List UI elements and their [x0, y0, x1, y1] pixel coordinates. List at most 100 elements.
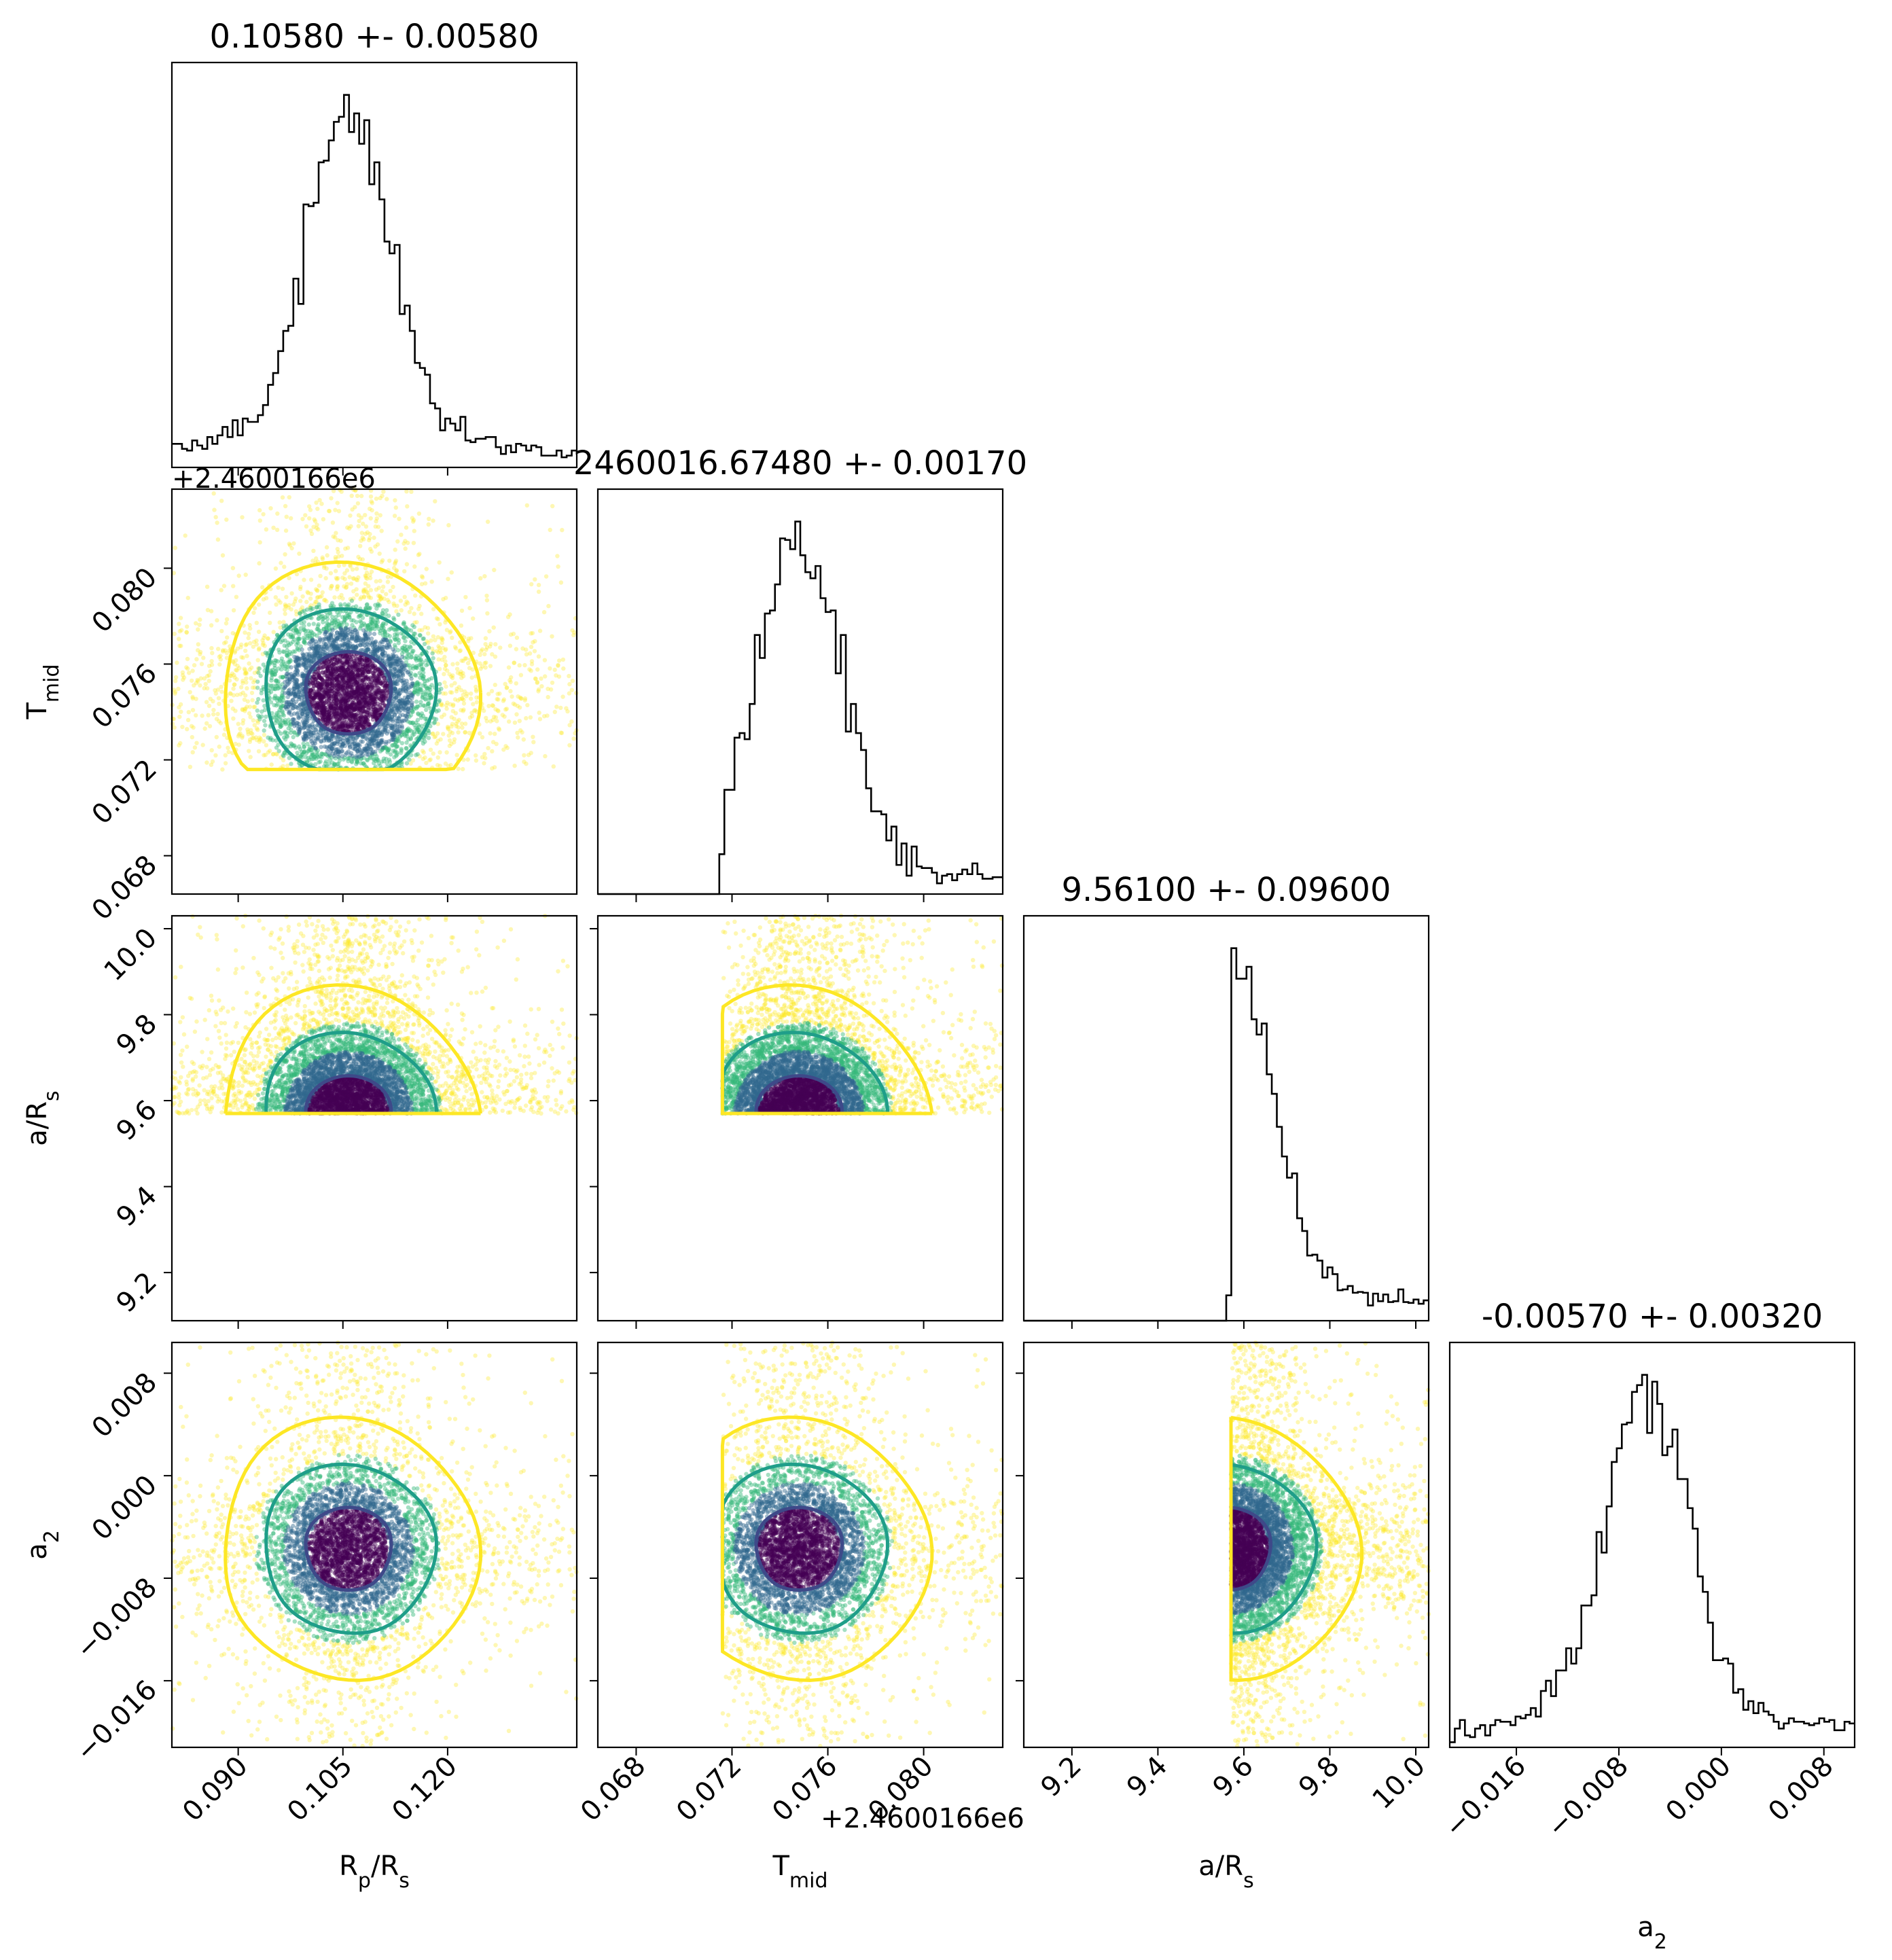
scatter-point [254, 639, 258, 643]
scatter-point [409, 490, 413, 494]
scatter-point [324, 576, 328, 580]
scatter-point [474, 685, 478, 689]
scatter-point [479, 649, 483, 653]
scatter-point [188, 690, 192, 694]
scatter-point [378, 513, 382, 517]
scatter-point [421, 749, 425, 753]
scatter-point [209, 609, 213, 613]
scatter-point [370, 508, 374, 512]
scatter-point [482, 652, 486, 656]
scatter-point [450, 570, 454, 574]
scatter-point [303, 513, 307, 517]
scatter-point [210, 748, 214, 752]
scatter-point [503, 707, 507, 711]
scatter-point [445, 628, 449, 632]
scatter-point [393, 498, 397, 502]
scatter-point [302, 577, 306, 582]
scatter-point [274, 595, 278, 599]
scatter-point [471, 702, 475, 706]
scatter-point [211, 708, 215, 712]
scatter-point [211, 699, 215, 703]
scatter-point [298, 599, 302, 603]
scatter-point [194, 713, 198, 717]
scatter-point [561, 658, 565, 662]
scatter-point [224, 518, 228, 522]
scatter-point [257, 647, 261, 652]
scatter-point [542, 610, 546, 614]
scatter-point [274, 567, 278, 571]
scatter-point [543, 658, 547, 662]
scatter-point [486, 520, 490, 524]
scatter-point [385, 497, 389, 501]
scatter-point [535, 667, 539, 671]
scatter-point [420, 582, 424, 586]
scatter-point [469, 711, 474, 715]
scatter-point [275, 512, 279, 516]
scatter-point [219, 657, 223, 661]
scatter-point [482, 574, 486, 578]
scatter-point [468, 715, 472, 719]
scatter-point [529, 582, 533, 586]
scatter-point [514, 712, 518, 716]
scatter-point [421, 575, 425, 580]
scatter-point [448, 738, 452, 743]
scatter-point [452, 737, 457, 741]
scatter-point [257, 749, 261, 753]
scatter-point [364, 524, 368, 529]
scatter-point [463, 595, 467, 599]
scatter-point [215, 618, 219, 622]
scatter-point [212, 507, 216, 512]
scatter-point [245, 654, 249, 658]
scatter-point [239, 685, 243, 689]
scatter-point [556, 565, 560, 569]
scatter-point [404, 603, 408, 607]
panel-tmid-vs-rp: 0.0680.0720.0760.080 [86, 488, 579, 927]
scatter-point [518, 663, 522, 667]
scatter-point [412, 529, 416, 533]
scatter-point [336, 550, 340, 554]
scatter-point [484, 642, 488, 646]
scatter-point [291, 603, 296, 607]
scatter-point [179, 616, 183, 620]
scatter-point [543, 674, 547, 678]
scatter-point [459, 708, 463, 712]
scatter-point [200, 713, 204, 717]
scatter-point [435, 763, 440, 767]
scatter-point [444, 762, 448, 766]
scatter-point [217, 745, 221, 749]
scatter-point [552, 764, 556, 768]
scatter-point [207, 704, 211, 708]
scatter-point [441, 732, 445, 736]
scatter-point [433, 638, 437, 642]
scatter-point [325, 553, 329, 557]
scatter-point [370, 501, 374, 505]
scatter-point [285, 515, 289, 519]
scatter-point [553, 668, 557, 672]
scatter-point [204, 682, 208, 686]
scatter-point [329, 586, 333, 590]
scatter-point [268, 611, 272, 615]
scatter-point [251, 718, 255, 722]
scatter-point [257, 603, 261, 607]
scatter-point [179, 710, 183, 714]
scatter-point [238, 727, 242, 731]
scatter-point [287, 495, 291, 499]
scatter-point [233, 709, 237, 713]
scatter-point [337, 564, 341, 568]
scatter-point [417, 512, 421, 516]
scatter-point [174, 675, 178, 679]
scatter-point [469, 692, 473, 696]
scatter-point [327, 509, 332, 513]
scatter-point [196, 642, 200, 646]
scatter-point [402, 569, 406, 573]
scatter-point [219, 629, 224, 633]
scatter-point [347, 527, 351, 531]
scatter-point [372, 535, 376, 539]
scatter-point [519, 673, 523, 677]
scatter-point [436, 755, 440, 760]
scatter-point [253, 705, 257, 709]
scatter-point [492, 626, 496, 630]
scatter-point [257, 508, 262, 512]
scatter-point [220, 767, 224, 771]
scatter-point [537, 654, 541, 658]
